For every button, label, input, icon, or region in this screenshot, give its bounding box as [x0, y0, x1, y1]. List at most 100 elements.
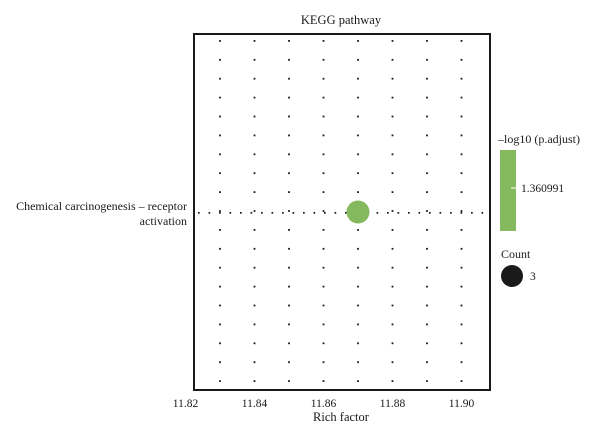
grid-dot — [253, 96, 256, 99]
data-point — [346, 200, 370, 224]
category-line-dot — [250, 212, 253, 214]
grid-dot — [391, 191, 394, 193]
grid-dot — [288, 153, 290, 156]
grid-dot — [219, 58, 221, 61]
grid-dot — [219, 229, 221, 231]
grid-dot — [460, 380, 463, 382]
grid-dot — [426, 266, 428, 269]
grid-dot — [460, 77, 463, 80]
grid-dot — [253, 361, 256, 364]
grid-dot — [219, 172, 221, 175]
category-line-dot — [450, 212, 452, 214]
grid-dot — [391, 304, 394, 307]
grid-dot — [288, 134, 290, 137]
grid-dot — [391, 229, 394, 231]
category-line-dot — [439, 212, 442, 214]
grid-dot — [391, 361, 394, 364]
grid-dot — [357, 323, 359, 326]
grid-dot — [253, 58, 256, 61]
grid-dot — [391, 134, 394, 137]
grid-dot — [288, 323, 290, 326]
grid-dot — [426, 115, 428, 118]
grid-dot — [391, 77, 394, 80]
grid-dot — [357, 58, 359, 61]
grid-dot — [460, 172, 463, 175]
grid-dot — [253, 266, 256, 269]
grid-dot — [391, 172, 394, 175]
category-line-dot — [387, 212, 389, 214]
grid-dot — [288, 191, 290, 193]
grid-dot — [322, 285, 325, 288]
grid-dot — [219, 247, 221, 250]
grid-dot — [288, 229, 290, 231]
grid-dot — [391, 153, 394, 156]
grid-dot — [357, 380, 359, 382]
grid-dot — [357, 115, 359, 118]
grid-dot — [460, 134, 463, 137]
category-line-dot — [219, 212, 221, 214]
category-line-dot — [481, 212, 484, 214]
grid-dot — [460, 40, 463, 42]
grid-dot — [219, 380, 221, 382]
grid-dot — [253, 153, 256, 156]
grid-dot — [322, 96, 325, 99]
grid-dot — [288, 40, 290, 42]
grid-dot — [391, 380, 394, 382]
grid-dot — [426, 304, 428, 307]
category-line-dot — [271, 212, 274, 214]
grid-dot — [391, 342, 394, 345]
size-legend-label: 3 — [530, 271, 536, 283]
grid-dot — [322, 153, 325, 156]
grid-dot — [357, 172, 359, 175]
category-line-dot — [208, 212, 211, 214]
grid-dot — [322, 172, 325, 175]
grid-dot — [357, 229, 359, 231]
grid-dot — [253, 247, 256, 250]
grid-dot — [426, 380, 428, 382]
grid-dot — [219, 115, 221, 118]
grid-dot — [426, 361, 428, 364]
grid-dot — [288, 210, 290, 212]
grid-dot — [253, 229, 256, 231]
grid-dot — [357, 153, 359, 156]
grid-dot — [357, 285, 359, 288]
grid-dot — [460, 115, 463, 118]
category-line-dot — [397, 212, 400, 214]
grid-dot — [253, 210, 256, 212]
grid-dot — [322, 229, 325, 231]
grid-dot — [219, 323, 221, 326]
grid-dot — [426, 96, 428, 99]
grid-dot — [219, 210, 221, 212]
category-line-dot — [261, 212, 263, 214]
grid-dot — [460, 285, 463, 288]
category-line-dot — [240, 212, 242, 214]
grid-dot — [357, 266, 359, 269]
chart-title: KEGG pathway — [301, 13, 382, 27]
grid-dot — [253, 40, 256, 42]
grid-dot — [322, 191, 325, 193]
grid-dot — [426, 229, 428, 231]
grid-dot — [253, 380, 256, 382]
x-tick-label: 11.84 — [242, 398, 268, 410]
grid-dot — [288, 96, 290, 99]
grid-dot — [391, 115, 394, 118]
category-line-dot — [471, 212, 473, 214]
category-line-dot — [324, 212, 326, 214]
size-legend-dot — [501, 265, 523, 287]
grid-dot — [322, 266, 325, 269]
grid-dot — [460, 247, 463, 250]
grid-dot — [253, 323, 256, 326]
x-tick-label: 11.90 — [449, 398, 475, 410]
grid-dot — [219, 134, 221, 137]
grid-dot — [460, 229, 463, 231]
grid-dot — [288, 304, 290, 307]
grid-dot — [219, 77, 221, 80]
category-line-dot — [429, 212, 431, 214]
grid-dot — [391, 266, 394, 269]
grid-dot — [426, 285, 428, 288]
grid-dot — [391, 323, 394, 326]
grid-dot — [357, 361, 359, 364]
grid-dot — [253, 285, 256, 288]
category-line-dot — [303, 212, 305, 214]
size-legend-title: Count — [501, 247, 531, 261]
